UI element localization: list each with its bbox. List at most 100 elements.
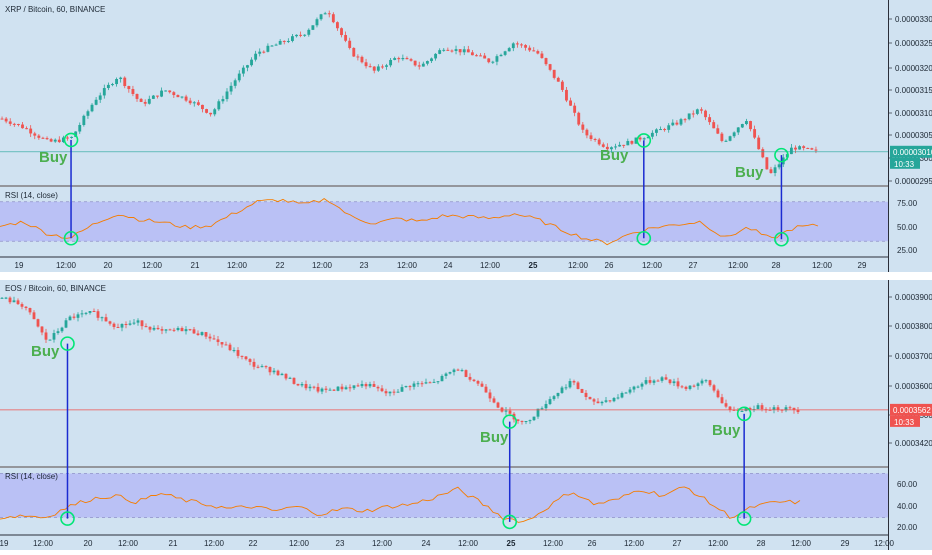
eos-time-tick-label: 12:00 [33,539,54,548]
candle-body [604,400,608,402]
candle-body [216,339,220,343]
eos-buy-signal-circle [502,414,518,429]
candle-body [33,133,37,136]
candle-body [53,139,57,142]
candle-body [724,403,728,407]
eos-time-tick-label: 19 [0,539,9,548]
candle-body [160,329,164,331]
candle-body [495,56,499,62]
eos-rsi-tick-label: 40.00 [897,502,918,511]
xrp-price-tag-text: 0.00003010 [893,148,932,157]
candle-body [536,408,540,417]
xrp-time-tick-label: 12:00 [812,261,833,270]
candle-body [192,329,196,334]
candle-body [704,380,708,382]
candle-body [64,320,68,328]
candle-body [205,109,208,113]
xrp-candles [0,10,818,177]
candle-body [524,421,528,423]
candle-body [147,98,151,104]
candle-body [640,383,644,387]
candle-body [756,405,760,410]
candle-body [32,312,36,320]
candle-body [749,121,752,130]
candle-body [232,350,236,352]
candle-body [773,167,777,174]
eos-time-tick-label: 12:00 [708,539,729,548]
candle-body [344,35,348,41]
candle-body [151,95,155,99]
xrp-time-tick-label: 25 [529,261,538,270]
candle-body [388,391,392,394]
candle-body [544,404,548,409]
candle-body [540,408,544,410]
candle-body [303,34,307,36]
candle-body [340,28,343,36]
candle-body [700,380,704,384]
candle-body [634,137,638,144]
candle-body [254,53,258,60]
candle-body [152,327,156,330]
candle-body [564,387,568,389]
candle-body [458,49,462,53]
candle-body [28,308,32,313]
candle-body [123,77,127,87]
candle-body [769,169,773,174]
xrp-price-axis[interactable] [889,0,932,272]
eos-time-tick-label: 25 [507,539,516,548]
candle-body [389,59,393,66]
eos-price-tick-label: 0.0003420 [895,439,932,448]
candle-body [479,55,483,57]
candle-body [128,323,132,325]
candle-body [252,361,256,367]
candle-body [72,316,76,318]
xrp-time-tick-label: 12:00 [56,261,77,270]
candle-body [60,327,64,332]
candle-body [401,57,405,60]
candle-body [78,125,82,132]
candle-body [720,397,724,404]
eos-rsi-title: RSI (14, close) [5,472,58,481]
candle-body [292,377,296,384]
candle-body [311,25,315,30]
candle-body [225,91,229,100]
xrp-time-tick-label: 12:00 [642,261,663,270]
candle-body [642,138,646,140]
eos-time-tick-label: 12:00 [204,539,225,548]
candle-body [655,129,658,133]
candle-body [116,326,120,328]
eos-time-tick-label: 21 [169,539,178,548]
candle-body [352,47,356,57]
candle-body [376,386,380,389]
eos-rsi-signal-circle [736,511,752,526]
eos-price-pane[interactable] [0,280,888,466]
candle-body [540,53,544,59]
candle-body [49,139,53,142]
eos-time-tick-label: 24 [422,539,431,548]
xrp-time-tick-label: 12:00 [480,261,501,270]
candle-body [385,65,388,67]
candle-body [98,95,102,100]
candle-body [336,386,340,391]
candle-body [708,117,712,123]
candle-body [732,409,736,411]
candle-body [360,384,364,387]
xrp-price-pane[interactable] [0,0,888,185]
candle-body [184,96,188,101]
eos-time-tick-label: 27 [673,539,682,548]
candle-body [428,382,432,384]
candle-body [416,383,420,385]
candle-body [576,382,580,389]
candle-body [676,381,680,387]
candle-body [487,58,491,63]
candle-body [618,144,622,147]
candle-body [296,383,300,386]
candle-body [168,90,172,93]
candle-body [772,407,776,410]
candle-body [372,66,376,71]
candle-body [789,147,793,155]
candle-body [82,115,86,126]
eos-time-tick-label: 20 [84,539,93,548]
